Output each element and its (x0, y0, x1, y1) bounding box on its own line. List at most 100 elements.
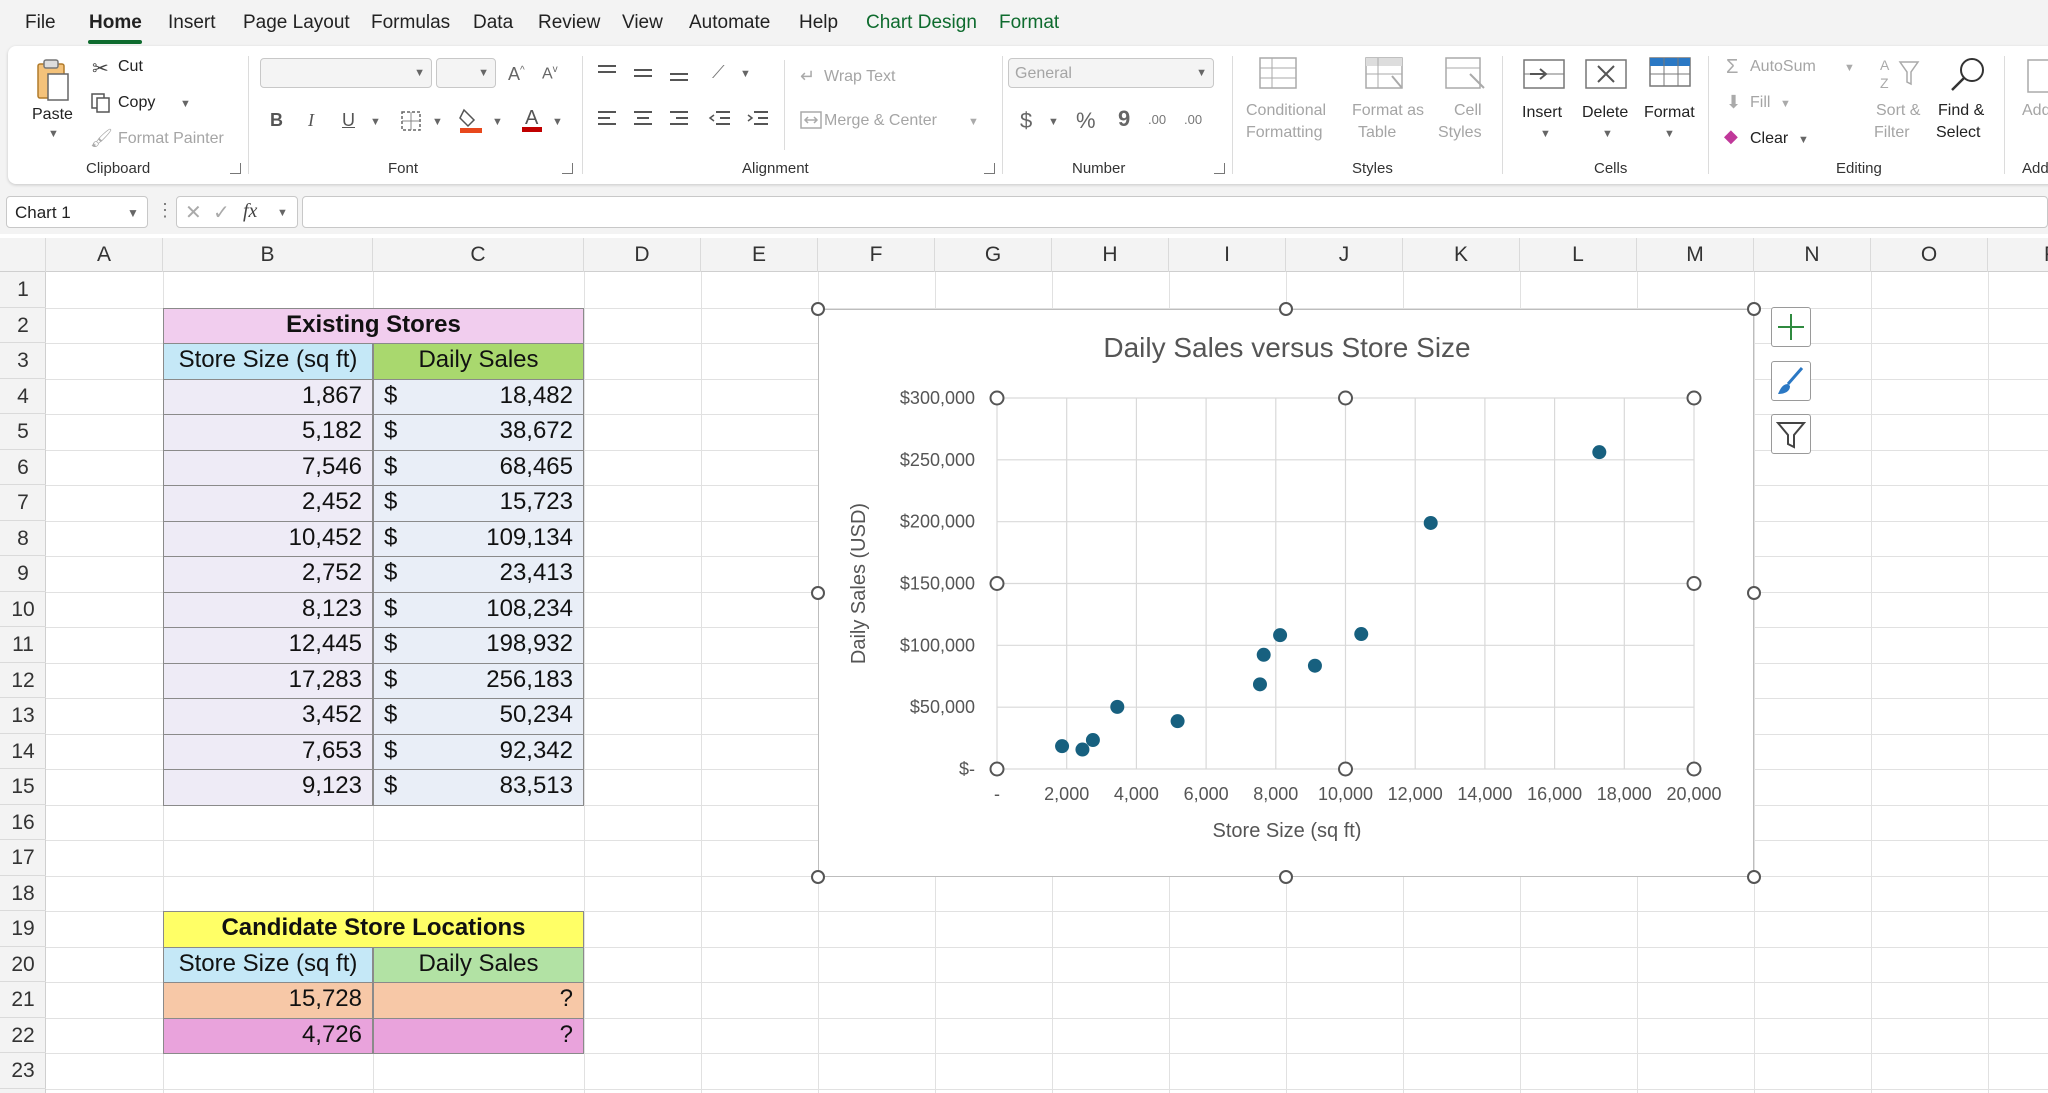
clear-button[interactable]: Clear (1750, 130, 1789, 147)
store-size-cell[interactable]: 1,867 (163, 378, 373, 415)
conditional-formatting-label-1[interactable]: Conditional (1246, 102, 1327, 119)
store-size-cell[interactable]: 3,452 (163, 698, 373, 735)
row-header-13[interactable]: 13 (0, 698, 46, 734)
row-header-3[interactable]: 3 (0, 343, 46, 379)
insert-cells-button[interactable]: Insert (1522, 104, 1563, 121)
conditional-formatting-label-2[interactable]: Formatting (1246, 124, 1323, 141)
chart-resize-handle[interactable] (811, 302, 825, 316)
menu-automate[interactable]: Automate (689, 12, 771, 33)
cut-button[interactable]: Cut (118, 58, 143, 75)
row-header-21[interactable]: 21 (0, 982, 46, 1018)
candidate-header-store-size[interactable]: Store Size (sq ft) (163, 946, 373, 983)
daily-sales-cell[interactable]: $15,723 (373, 485, 584, 522)
daily-sales-cell[interactable]: $18,482 (373, 378, 584, 415)
column-header-k[interactable]: K (1403, 238, 1520, 272)
menu-page-layout[interactable]: Page Layout (243, 12, 350, 33)
fill-button[interactable]: Fill (1750, 94, 1771, 111)
format-as-table-label-1[interactable]: Format as (1352, 102, 1425, 119)
daily-sales-cell[interactable]: $68,465 (373, 449, 584, 486)
daily-sales-cell[interactable]: $198,932 (373, 627, 584, 664)
increase-indent-icon[interactable] (746, 108, 770, 135)
number-format-dropdown[interactable]: General ▼ (1008, 58, 1214, 88)
align-top-icon[interactable] (596, 62, 618, 89)
menu-view[interactable]: View (622, 12, 663, 33)
menu-file[interactable]: File (25, 12, 56, 33)
number-launcher-icon[interactable] (1214, 163, 1225, 174)
currency-button[interactable]: $ (1020, 108, 1033, 133)
column-header-b[interactable]: B (163, 238, 373, 272)
chart-resize-handle[interactable] (1747, 302, 1761, 316)
delete-cells-button[interactable]: Delete (1582, 104, 1629, 121)
candidate-sales-cell[interactable]: ? (373, 1017, 584, 1054)
fill-dropdown-icon[interactable]: ▼ (1780, 98, 1791, 110)
menu-review[interactable]: Review (538, 12, 601, 33)
alignment-launcher-icon[interactable] (984, 163, 995, 174)
percent-button[interactable]: % (1076, 108, 1096, 133)
more-options-icon[interactable]: ⋮ (156, 200, 174, 220)
italic-button[interactable]: I (308, 110, 314, 130)
clear-dropdown-icon[interactable]: ▼ (1798, 134, 1809, 146)
menu-data[interactable]: Data (473, 12, 514, 33)
sort-filter-label-2[interactable]: Filter (1874, 124, 1910, 141)
autosum-icon[interactable]: Σ (1726, 56, 1739, 78)
decrease-decimal-button[interactable]: .00 (1184, 112, 1203, 127)
chart-resize-handle[interactable] (811, 586, 825, 600)
store-size-cell[interactable]: 8,123 (163, 591, 373, 628)
daily-sales-cell[interactable]: $50,234 (373, 698, 584, 735)
header-daily-sales[interactable]: Daily Sales (373, 343, 584, 380)
row-header-20[interactable]: 20 (0, 947, 46, 982)
daily-sales-cell[interactable]: $83,513 (373, 769, 584, 806)
copy-dropdown-icon[interactable]: ▼ (180, 98, 191, 110)
chart-elements-button[interactable] (1771, 307, 1811, 347)
daily-sales-cell[interactable]: $109,134 (373, 520, 584, 557)
orientation-dropdown-icon[interactable]: ▼ (740, 68, 751, 80)
store-size-cell[interactable]: 2,452 (163, 485, 373, 522)
column-header-f[interactable]: F (818, 238, 935, 272)
orientation-icon[interactable]: ⟋ (712, 62, 725, 82)
scatter-chart[interactable]: Daily Sales versus Store Size - 2,000 4,000… (818, 309, 1754, 877)
font-name-dropdown[interactable]: ▼ (260, 58, 432, 88)
menu-format[interactable]: Format (999, 12, 1060, 33)
format-as-table-icon[interactable] (1364, 56, 1406, 97)
sort-filter-label-1[interactable]: Sort & (1876, 102, 1921, 119)
cell-styles-label-1[interactable]: Cell (1454, 102, 1482, 119)
store-size-cell[interactable]: 7,653 (163, 733, 373, 770)
row-header-16[interactable]: 16 (0, 805, 46, 840)
insert-function-button[interactable]: fx (243, 200, 258, 222)
decrease-font-icon[interactable]: Av (542, 64, 558, 83)
cell-styles-icon[interactable] (1444, 56, 1486, 97)
cell-styles-label-2[interactable]: Styles (1438, 124, 1482, 141)
menu-help[interactable]: Help (799, 12, 839, 33)
underline-button[interactable]: U (342, 110, 355, 130)
enter-formula-icon[interactable]: ✓ (213, 202, 230, 224)
row-header-17[interactable]: 17 (0, 840, 46, 876)
row-header-7[interactable]: 7 (0, 485, 46, 521)
format-painter-icon[interactable]: 🖌 (90, 128, 113, 148)
row-header-19[interactable]: 19 (0, 911, 46, 947)
row-header-22[interactable]: 22 (0, 1018, 46, 1053)
clipboard-launcher-icon[interactable] (230, 163, 241, 174)
candidate-size-cell[interactable]: 15,728 (163, 982, 373, 1019)
chart-resize-handle[interactable] (1279, 302, 1293, 316)
store-size-cell[interactable]: 2,752 (163, 556, 373, 593)
formula-input[interactable] (302, 196, 2048, 228)
select-all-corner[interactable] (0, 238, 46, 272)
paste-button[interactable]: Paste (32, 106, 73, 123)
column-header-o[interactable]: O (1871, 238, 1988, 272)
menu-home[interactable]: Home (89, 12, 142, 33)
cut-icon[interactable]: ✂ (92, 58, 109, 80)
merge-center-icon[interactable] (800, 110, 822, 135)
column-header-p[interactable]: P (1988, 238, 2048, 272)
bold-button[interactable]: B (270, 110, 283, 130)
add-ins-label[interactable]: Add (2022, 102, 2048, 119)
align-bottom-icon[interactable] (668, 62, 690, 89)
align-right-icon[interactable] (668, 108, 690, 135)
chart-filters-button[interactable] (1771, 414, 1811, 454)
find-select-label-1[interactable]: Find & (1938, 102, 1985, 119)
candidate-sales-cell[interactable]: ? (373, 982, 584, 1019)
store-size-cell[interactable]: 7,546 (163, 449, 373, 486)
format-as-table-label-2[interactable]: Table (1358, 124, 1397, 141)
row-header-4[interactable]: 4 (0, 379, 46, 414)
daily-sales-cell[interactable]: $38,672 (373, 414, 584, 451)
chart-resize-handle[interactable] (811, 870, 825, 884)
